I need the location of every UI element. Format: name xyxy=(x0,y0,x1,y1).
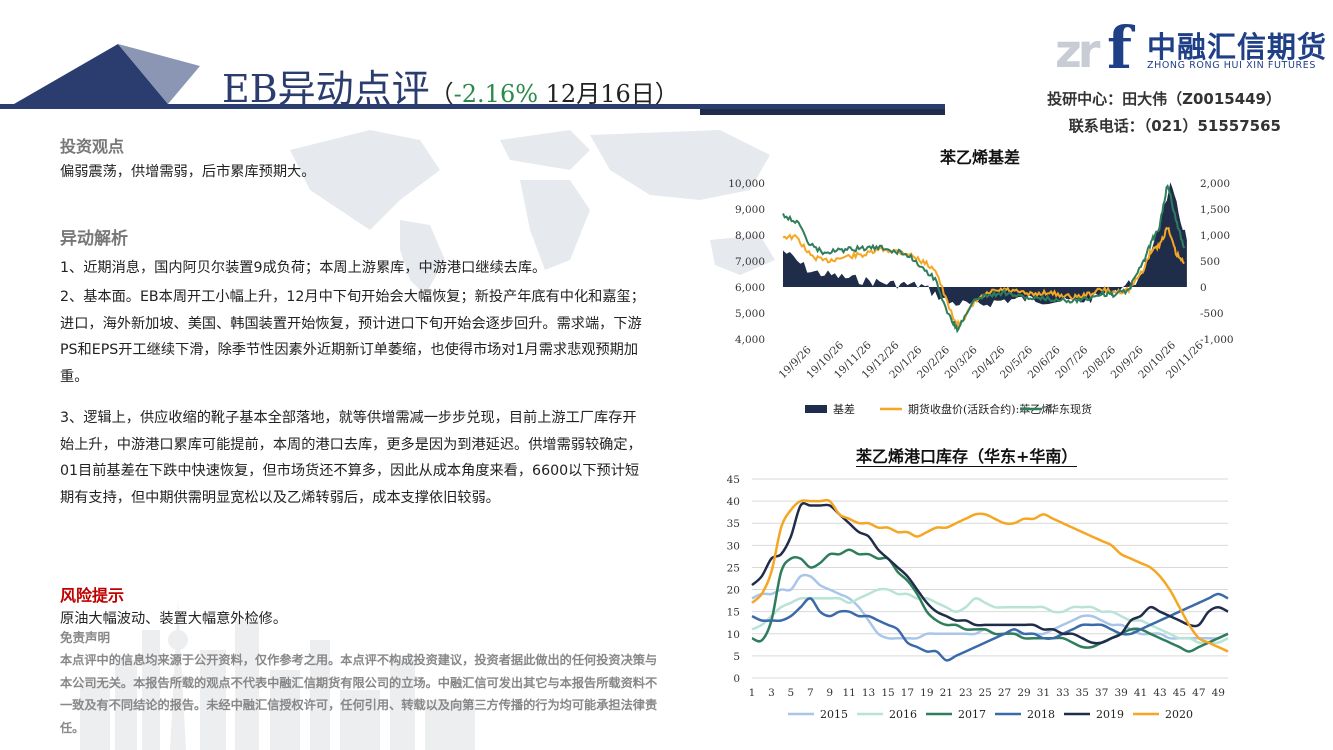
logo-english-name: ZHONG RONG HUI XIN FUTURES xyxy=(1147,60,1316,71)
disclaimer-text: 本点评中的信息均来源于公开资料，仅作参考之用。本点评不构成投资建议，投资者据此做… xyxy=(60,653,658,735)
y-axis-tick-label: 25 xyxy=(727,562,740,574)
legend-swatch xyxy=(805,405,827,413)
basis-chart-title: 苯乙烯基差 xyxy=(940,148,1021,167)
x-axis-tick-label: 5 xyxy=(788,687,795,699)
x-axis-tick-label: 23 xyxy=(959,687,972,699)
left-axis-tick-label: 6,000 xyxy=(735,282,765,294)
legend-label: 期货收盘价(活跃合约):苯乙烯 xyxy=(908,402,1052,416)
x-axis-tick-label: 39 xyxy=(1114,687,1127,699)
x-axis-tick-label: 19 xyxy=(920,687,933,699)
x-axis-tick-label: 1 xyxy=(749,687,756,699)
inventory-chart-title-text: 苯乙烯港口库存（华东+华南） xyxy=(856,447,1078,467)
y-axis-tick-label: 15 xyxy=(727,607,740,619)
view-text: 偏弱震荡，供增需弱，后市累库预期大。 xyxy=(60,164,316,180)
x-axis-tick-label: 17 xyxy=(901,687,914,699)
title-date: 12月16日 xyxy=(538,80,655,108)
x-axis-tick-label: 27 xyxy=(998,687,1011,699)
header-divider-bar xyxy=(0,104,945,115)
analysis-point-1: 1、近期消息，国内阿贝尔装置9成负荷；本周上游累库，中游港口继续去库。 xyxy=(60,260,547,276)
legend-label: 2015 xyxy=(820,708,848,721)
legend-label: 2018 xyxy=(1027,708,1055,721)
x-axis-tick-label: 3 xyxy=(768,687,775,699)
legend-label: 2020 xyxy=(1165,708,1193,721)
y-axis-tick-label: 30 xyxy=(727,540,740,552)
x-axis-tick-label: 33 xyxy=(1056,687,1069,699)
series-2018-line xyxy=(751,592,1229,662)
title-main: EB异动点评 xyxy=(222,67,430,111)
x-axis-tick-label: 45 xyxy=(1173,687,1186,699)
x-axis-tick-label: 37 xyxy=(1095,687,1108,699)
right-axis-tick-label: 1,000 xyxy=(1200,230,1230,242)
contact-research-center: 投研中心：田大伟（Z0015449） xyxy=(1047,90,1281,108)
left-axis-tick-label: 9,000 xyxy=(735,204,765,216)
y-axis-tick-label: 45 xyxy=(727,474,740,486)
x-axis-tick-label: 15 xyxy=(881,687,894,699)
right-axis-tick-label: 1,500 xyxy=(1200,204,1230,216)
series-east-china-spot-line xyxy=(782,183,1186,334)
series-futures-close-line xyxy=(782,226,1185,329)
basis-chart: 10,000 9,000 8,000 7,000 6,000 5,000 4,000 2,00… xyxy=(728,178,1234,416)
logo-chinese-name: 中融汇信期货 xyxy=(1147,30,1328,64)
y-axis-tick-label: 40 xyxy=(727,496,740,508)
left-axis-tick-label: 7,000 xyxy=(735,256,765,268)
title-paren-open: （ xyxy=(429,80,454,108)
x-axis-tick-label: 49 xyxy=(1212,687,1225,699)
legend-label: 基差 xyxy=(833,402,855,416)
analysis-point-3: 3、逻辑上，供应收缩的靴子基本全部落地，就等供增需减一步步兑现，目前上游工厂库存… xyxy=(60,410,642,506)
series-2016-line xyxy=(751,587,1229,645)
page-title: EB异动点评（-2.16% 12月16日） xyxy=(222,58,679,113)
y-axis-tick-label: 0 xyxy=(733,673,740,685)
y-axis-tick-label: 35 xyxy=(727,518,740,530)
right-axis-tick-label: 500 xyxy=(1200,256,1220,268)
logo-f-glyph: f xyxy=(1107,14,1132,82)
city-skyline-watermark xyxy=(80,600,475,750)
right-axis-tick-label: -500 xyxy=(1200,308,1224,320)
left-axis-tick-label: 8,000 xyxy=(735,230,765,242)
legend-label: 华东现货 xyxy=(1048,402,1092,416)
x-axis-tick-label: 21 xyxy=(940,687,953,699)
world-map-watermark xyxy=(290,130,775,295)
analysis-heading: 异动解析 xyxy=(60,229,128,249)
x-axis-tick-label: 11 xyxy=(842,687,855,699)
view-heading: 投资观点 xyxy=(60,137,125,156)
x-axis-tick-label: 35 xyxy=(1076,687,1089,699)
right-axis-tick-label: 2,000 xyxy=(1200,178,1230,190)
x-axis-tick-label: 25 xyxy=(978,687,991,699)
legend-label: 2016 xyxy=(889,708,917,721)
x-axis-tick-label: 9 xyxy=(826,687,833,699)
y-axis-tick-label: 20 xyxy=(727,585,740,597)
x-axis-tick-label: 31 xyxy=(1037,687,1050,699)
risk-text: 原油大幅波动、装置大幅意外检修。 xyxy=(60,611,288,627)
legend-label: 2019 xyxy=(1096,708,1124,721)
x-axis-tick-label: 43 xyxy=(1153,687,1166,699)
right-axis-tick-label: -1,000 xyxy=(1200,334,1234,346)
y-axis-tick-label: 5 xyxy=(733,651,740,663)
x-axis-tick-label: 13 xyxy=(862,687,875,699)
x-axis-tick-label: 7 xyxy=(807,687,814,699)
left-axis-tick-label: 4,000 xyxy=(735,334,765,346)
title-paren-close: ） xyxy=(654,80,679,108)
y-axis-tick-label: 10 xyxy=(727,629,740,641)
x-axis-tick-label: 29 xyxy=(1017,687,1030,699)
legend-label: 2017 xyxy=(958,708,986,721)
risk-heading: 风险提示 xyxy=(60,586,125,605)
title-percent-change: -2.16% xyxy=(453,80,539,108)
x-axis-tick-label: 47 xyxy=(1192,687,1205,699)
contact-phone: 联系电话：（021）51557565 xyxy=(1068,117,1281,135)
left-axis-tick-label: 10,000 xyxy=(728,178,765,190)
series-2019-line xyxy=(751,502,1229,645)
series-2017-line xyxy=(751,548,1229,653)
right-axis-tick-label: 0 xyxy=(1200,282,1207,294)
x-axis-tick-label: 41 xyxy=(1134,687,1147,699)
analysis-point-2: 2、基本面。EB本周开工小幅上升，12月中下旬开始会大幅恢复；新投产年底有中化和… xyxy=(60,289,645,385)
header-triangle-decoration xyxy=(14,44,200,104)
series-2020-line xyxy=(751,498,1229,653)
inventory-chart-title: 苯乙烯港口库存（华东+华南） xyxy=(856,443,1078,467)
left-axis-tick-label: 5,000 xyxy=(735,308,765,320)
company-logo: zr f 中融汇信期货 ZHONG RONG HUI XIN FUTURES xyxy=(1045,8,1330,82)
disclaimer-heading: 免责声明 xyxy=(60,630,111,645)
logo-mark: zr xyxy=(1055,24,1101,78)
